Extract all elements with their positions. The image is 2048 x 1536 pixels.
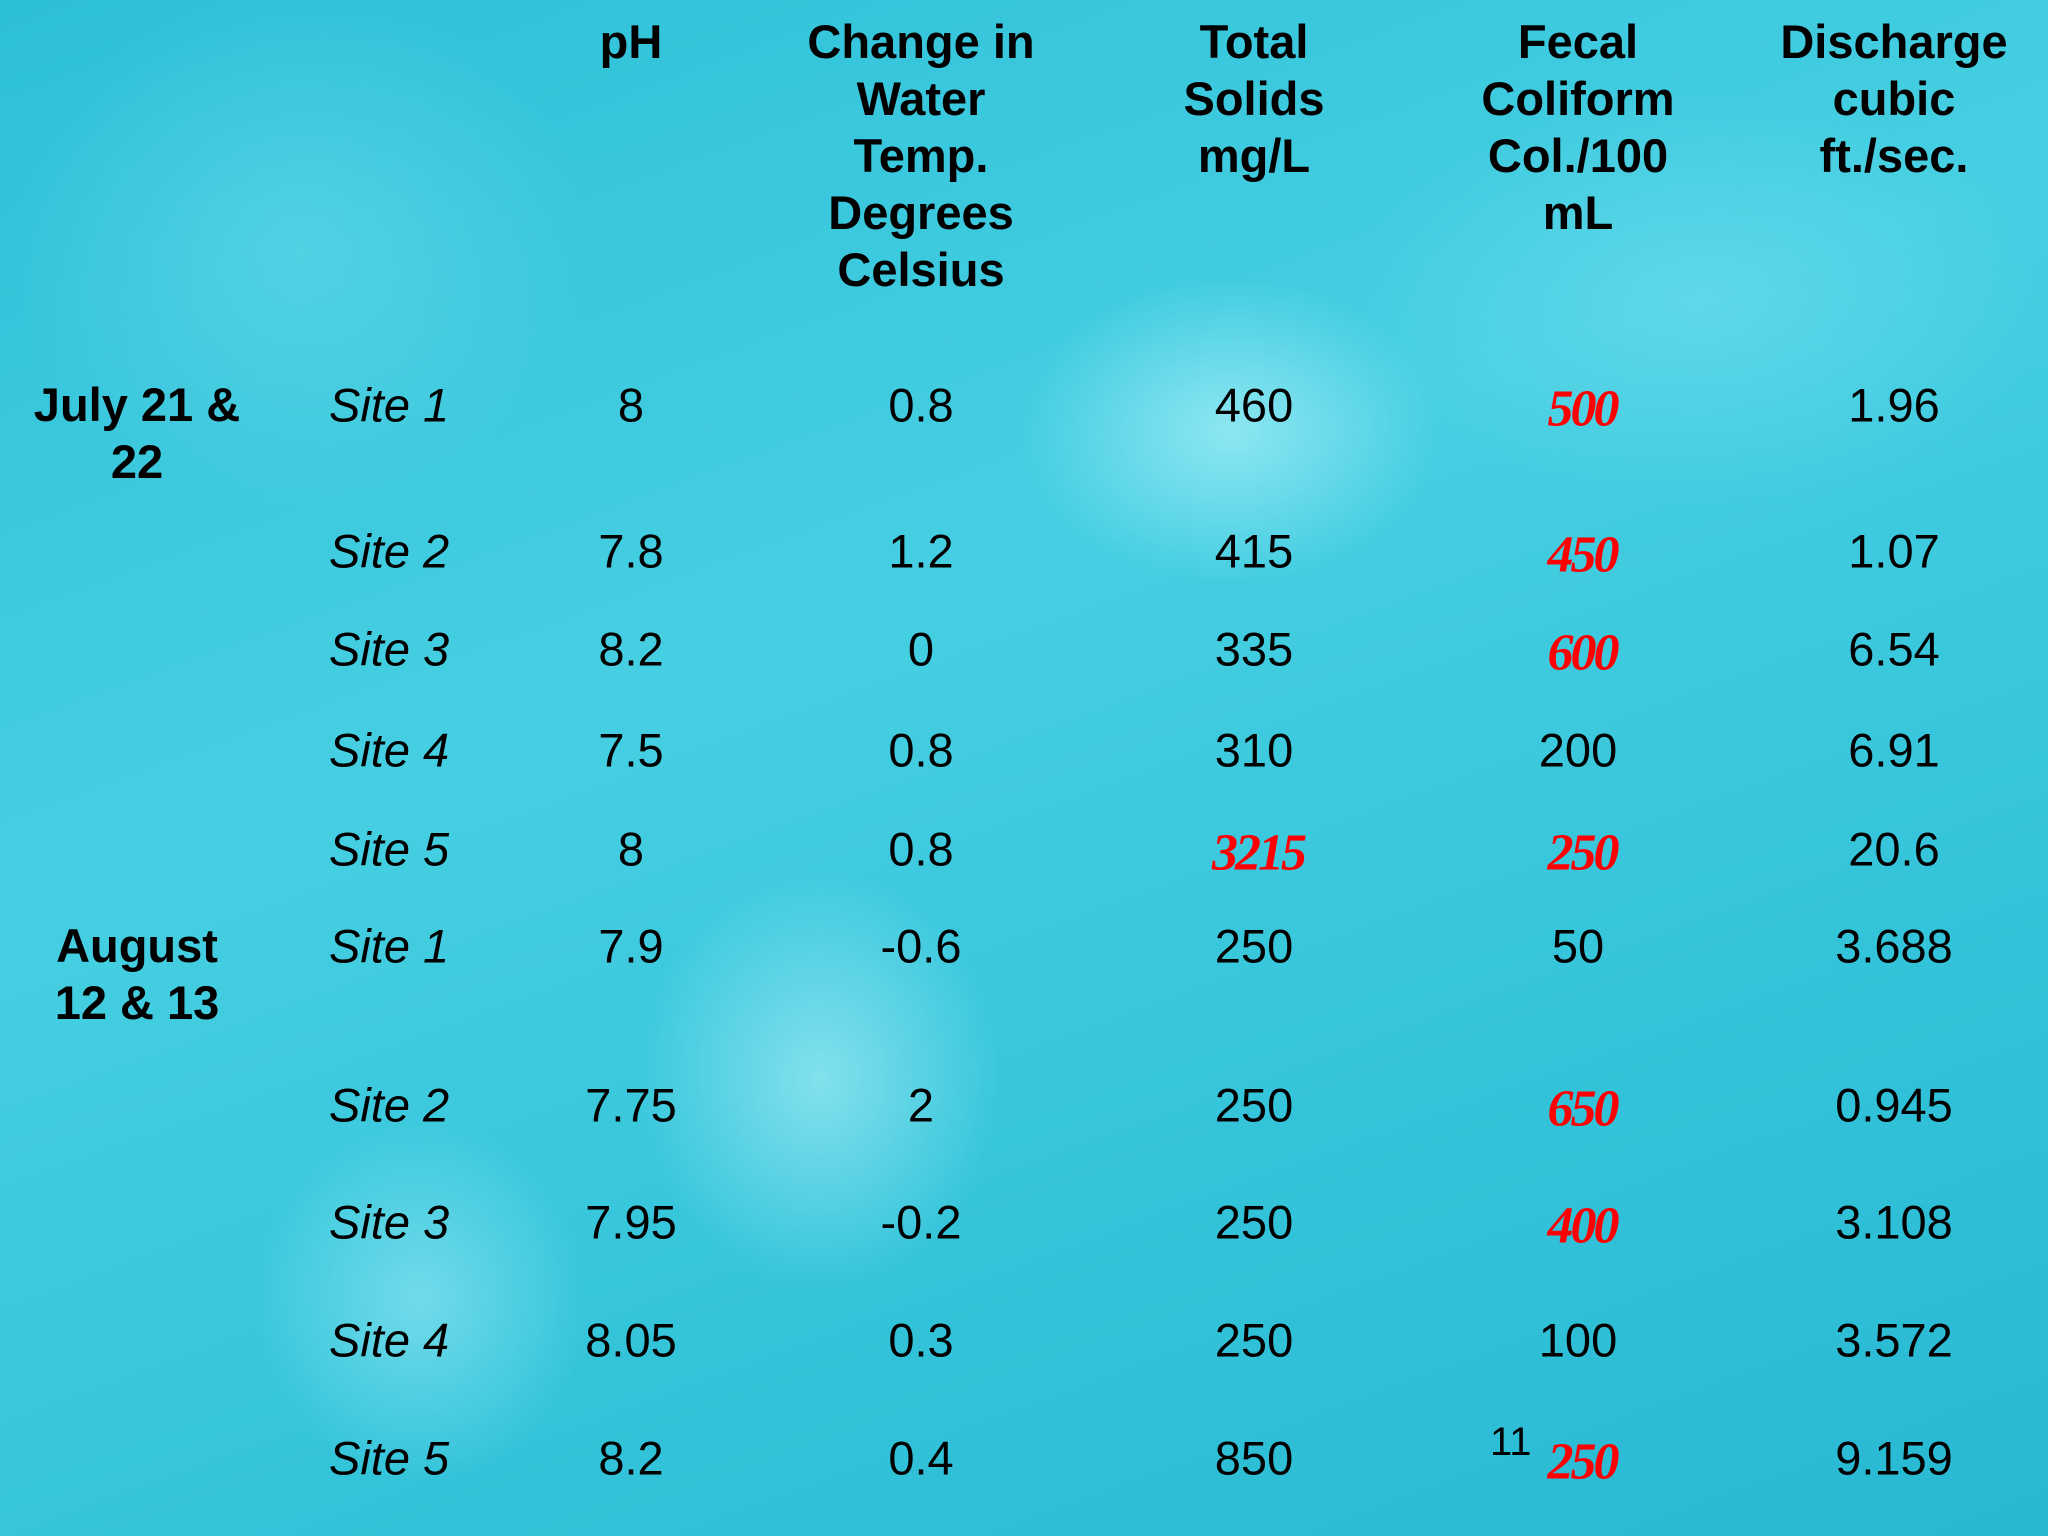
table-cell: 3.572 xyxy=(1835,1313,1953,1367)
group-label: August 12 & 13 xyxy=(54,919,220,1029)
table-cell: 3.688 xyxy=(1835,919,1953,973)
table-cell: 1.07 xyxy=(1848,524,1940,578)
column-header: Fecal Coliform Col./100 mL xyxy=(1481,15,1675,239)
table-cell: 7.5 xyxy=(598,723,664,777)
table-cell: 600 xyxy=(1547,624,1620,682)
table-cell: 250 xyxy=(1214,1078,1294,1132)
table-cell: 7.75 xyxy=(585,1078,677,1132)
table-cell: 7.95 xyxy=(585,1195,677,1249)
site-label: Site 3 xyxy=(329,622,450,676)
table-cell: -0.2 xyxy=(880,1195,962,1249)
table-cell: 1.2 xyxy=(888,524,954,578)
table-cell: 0.4 xyxy=(888,1431,954,1485)
table-cell: 6.91 xyxy=(1848,723,1940,777)
table-cell: 20.6 xyxy=(1848,822,1940,876)
table-cell: 1.96 xyxy=(1848,378,1940,432)
table-cell: 335 xyxy=(1214,622,1294,676)
table-cell: 9.159 xyxy=(1835,1431,1953,1485)
column-header: Total Solids mg/L xyxy=(1183,15,1325,182)
table-cell: 650 xyxy=(1547,1080,1620,1138)
table-cell: 50 xyxy=(1551,919,1605,973)
table-cell: 850 xyxy=(1214,1431,1294,1485)
table-cell: 310 xyxy=(1214,723,1294,777)
table-cell: 415 xyxy=(1214,524,1294,578)
table-cell: 400 xyxy=(1547,1197,1620,1255)
table-cell: 450 xyxy=(1547,526,1620,584)
table-cell: 0.8 xyxy=(888,822,954,876)
site-label: Site 5 xyxy=(329,822,450,876)
column-header: pH xyxy=(599,15,663,68)
table-cell: 7.9 xyxy=(598,919,664,973)
table-cell: 0.945 xyxy=(1835,1078,1953,1132)
site-label: Site 2 xyxy=(329,524,450,578)
table-cell: 3.108 xyxy=(1835,1195,1953,1249)
site-label: Site 1 xyxy=(329,919,450,973)
table-cell: 0.8 xyxy=(888,723,954,777)
table-cell: 250 xyxy=(1547,1433,1620,1491)
site-label: Site 4 xyxy=(329,723,450,777)
table-cell: 250 xyxy=(1214,1313,1294,1367)
table-cell: 6.54 xyxy=(1848,622,1940,676)
slide-number: 11 xyxy=(1490,1420,1532,1464)
table-cell: 500 xyxy=(1547,380,1620,438)
site-label: Site 4 xyxy=(329,1313,450,1367)
site-label: Site 2 xyxy=(329,1078,450,1132)
table-cell: 0.8 xyxy=(888,378,954,432)
table-cell: 0 xyxy=(907,622,935,676)
table-cell: 200 xyxy=(1538,723,1618,777)
table-cell: 2 xyxy=(907,1078,935,1132)
table-cell: 8.05 xyxy=(585,1313,677,1367)
table-cell: 100 xyxy=(1538,1313,1618,1367)
table-cell: 250 xyxy=(1214,1195,1294,1249)
table-cell: 3215 xyxy=(1212,824,1307,882)
table-cell: 8.2 xyxy=(598,622,664,676)
site-label: Site 3 xyxy=(329,1195,450,1249)
column-header: Discharge cubic ft./sec. xyxy=(1780,15,2008,182)
column-header: Change in Water Temp. Degrees Celsius xyxy=(807,15,1035,296)
table-cell: 8.2 xyxy=(598,1431,664,1485)
site-label: Site 1 xyxy=(329,378,450,432)
table-cell: 250 xyxy=(1214,919,1294,973)
site-label: Site 5 xyxy=(329,1431,450,1485)
table-cell: 8 xyxy=(617,822,645,876)
table-cell: 8 xyxy=(617,378,645,432)
table-cell: 250 xyxy=(1547,824,1620,882)
table-cell: 7.8 xyxy=(598,524,664,578)
table-cell: 460 xyxy=(1214,378,1294,432)
table-cell: -0.6 xyxy=(880,919,962,973)
table-cell: 0.3 xyxy=(888,1313,954,1367)
group-label: July 21 & 22 xyxy=(33,378,241,488)
